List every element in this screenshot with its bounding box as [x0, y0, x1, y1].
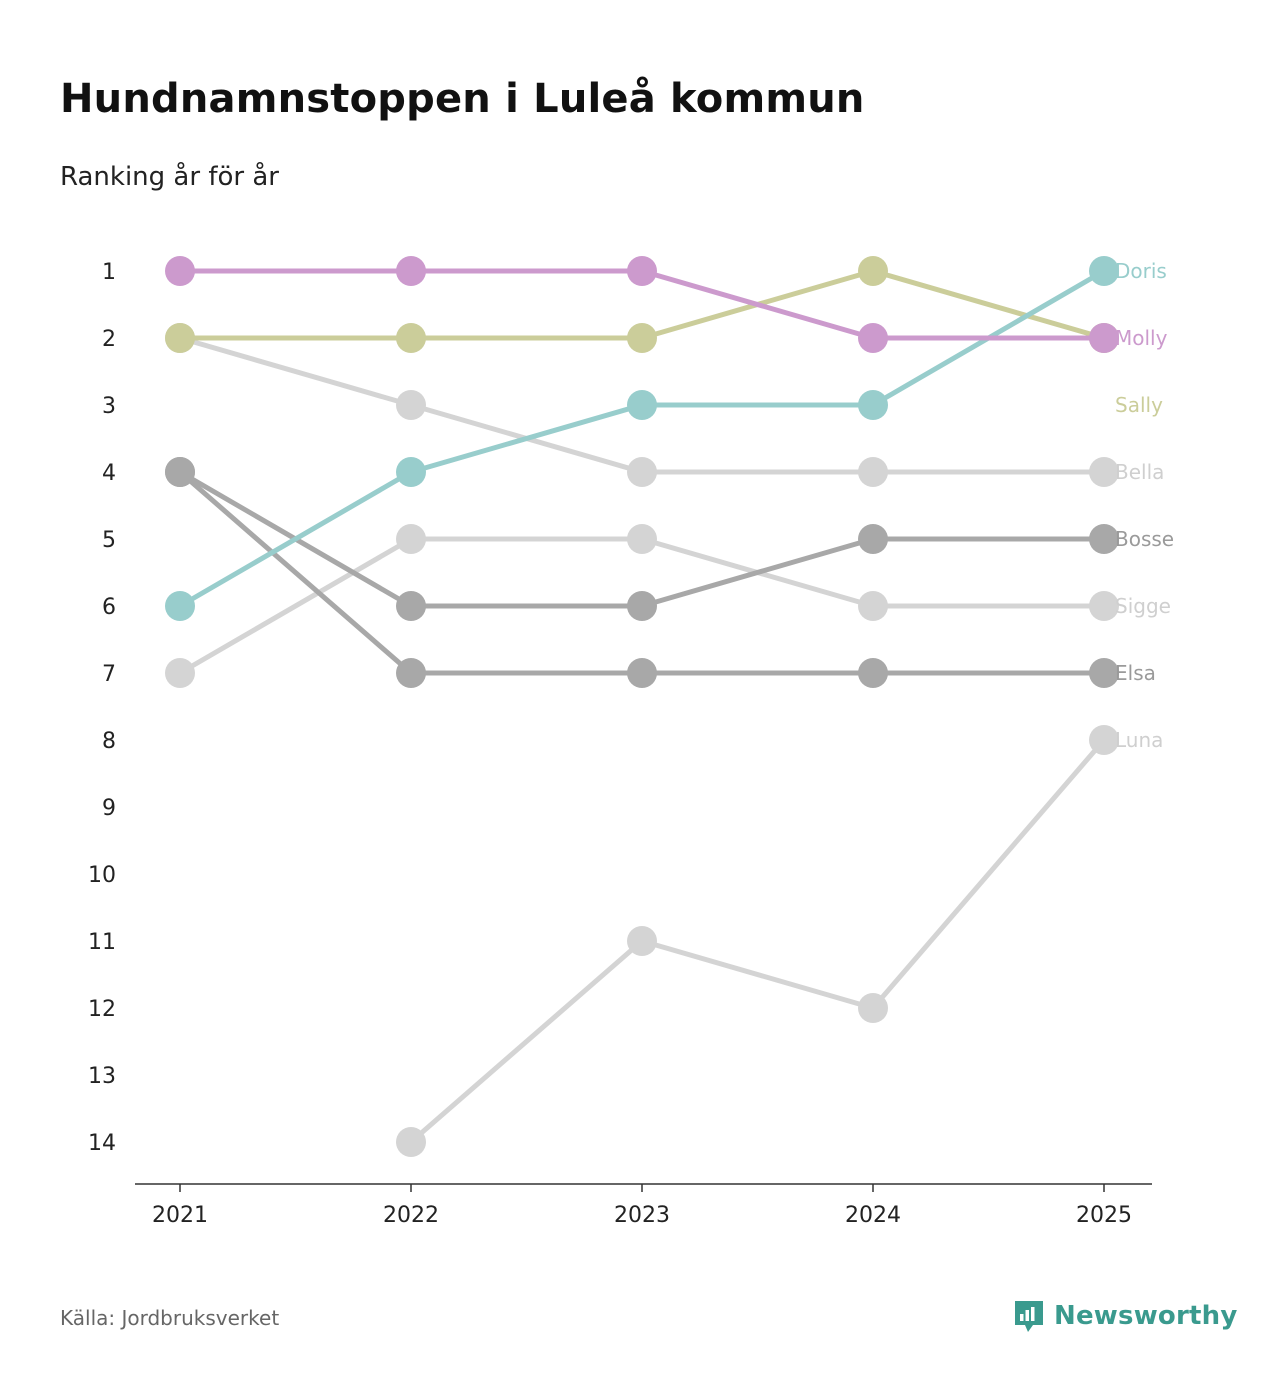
series-line — [177, 268, 1107, 609]
series-bosse — [165, 457, 1119, 621]
y-tick-label: 8 — [102, 729, 116, 754]
chart-title: Hundnamnstoppen i Luleå kommun — [60, 76, 865, 122]
data-point — [858, 524, 888, 554]
data-point — [627, 926, 657, 956]
data-point — [1089, 658, 1119, 688]
data-point — [858, 323, 888, 353]
data-point — [396, 658, 426, 688]
data-point — [1089, 725, 1119, 755]
end-label-luna: Luna — [1115, 728, 1163, 752]
data-point — [165, 658, 195, 688]
data-point — [165, 256, 195, 286]
y-tick-label: 5 — [102, 528, 116, 553]
y-tick-label: 14 — [88, 1131, 116, 1156]
series-luna — [396, 725, 1119, 1157]
data-point — [627, 256, 657, 286]
end-label-sally: Sally — [1115, 393, 1163, 417]
data-point — [1089, 256, 1119, 286]
data-point — [396, 591, 426, 621]
data-point — [627, 390, 657, 420]
series-line — [177, 469, 1107, 676]
end-labels: Doris Molly Sally Bella Bosse Sigge Elsa Luna — [1115, 259, 1174, 752]
y-tick-label: 7 — [102, 662, 116, 687]
data-point — [396, 524, 426, 554]
y-tick-label: 13 — [88, 1064, 116, 1089]
data-point — [1089, 323, 1119, 353]
end-label-bella: Bella — [1115, 460, 1164, 484]
data-point — [396, 1127, 426, 1157]
data-point — [1089, 524, 1119, 554]
data-point — [165, 323, 195, 353]
x-axis: 2021 2022 2023 2024 2025 — [135, 1183, 1152, 1228]
data-point — [858, 658, 888, 688]
data-point — [858, 993, 888, 1023]
series-molly — [165, 256, 1119, 353]
series-line — [408, 737, 1107, 1145]
y-tick-label: 6 — [102, 595, 116, 620]
data-point — [627, 457, 657, 487]
y-tick-label: 9 — [102, 796, 116, 821]
x-tick-label: 2024 — [845, 1203, 901, 1228]
y-tick-label: 1 — [102, 260, 116, 285]
data-point — [396, 256, 426, 286]
data-point — [165, 591, 195, 621]
y-tick-label: 2 — [102, 327, 116, 352]
y-tick-label: 11 — [88, 930, 116, 955]
data-point — [627, 658, 657, 688]
y-tick-label: 4 — [102, 461, 116, 486]
end-label-bosse: Bosse — [1115, 527, 1174, 551]
data-point — [858, 256, 888, 286]
data-point — [858, 390, 888, 420]
y-tick-label: 3 — [102, 394, 116, 419]
data-point — [396, 390, 426, 420]
data-point — [627, 323, 657, 353]
newsworthy-logo-icon — [1015, 1301, 1043, 1332]
data-point — [858, 457, 888, 487]
end-label-sigge: Sigge — [1115, 594, 1171, 618]
brand-logo: Newsworthy — [1012, 1298, 1237, 1334]
y-tick-label: 10 — [88, 863, 116, 888]
data-point — [165, 457, 195, 487]
end-label-molly: Molly — [1115, 326, 1168, 350]
series-sigge — [165, 524, 1119, 688]
x-tick-label: 2022 — [383, 1203, 439, 1228]
x-tick-label: 2021 — [152, 1203, 208, 1228]
data-point — [396, 457, 426, 487]
data-point — [858, 591, 888, 621]
data-point — [627, 524, 657, 554]
source-note: Källa: Jordbruksverket — [60, 1306, 280, 1330]
data-point — [396, 323, 426, 353]
x-tick-label: 2025 — [1076, 1203, 1132, 1228]
data-point — [627, 591, 657, 621]
data-point — [1089, 457, 1119, 487]
end-label-doris: Doris — [1115, 259, 1167, 283]
x-tick-label: 2023 — [614, 1203, 670, 1228]
series-elsa — [165, 457, 1119, 688]
series-doris — [165, 256, 1119, 621]
y-tick-label: 12 — [88, 997, 116, 1022]
brand-name: Newsworthy — [1054, 1301, 1238, 1331]
end-label-elsa: Elsa — [1115, 661, 1156, 685]
data-point — [1089, 591, 1119, 621]
chart-subtitle: Ranking år för år — [60, 162, 279, 192]
series-layer — [165, 256, 1119, 1157]
